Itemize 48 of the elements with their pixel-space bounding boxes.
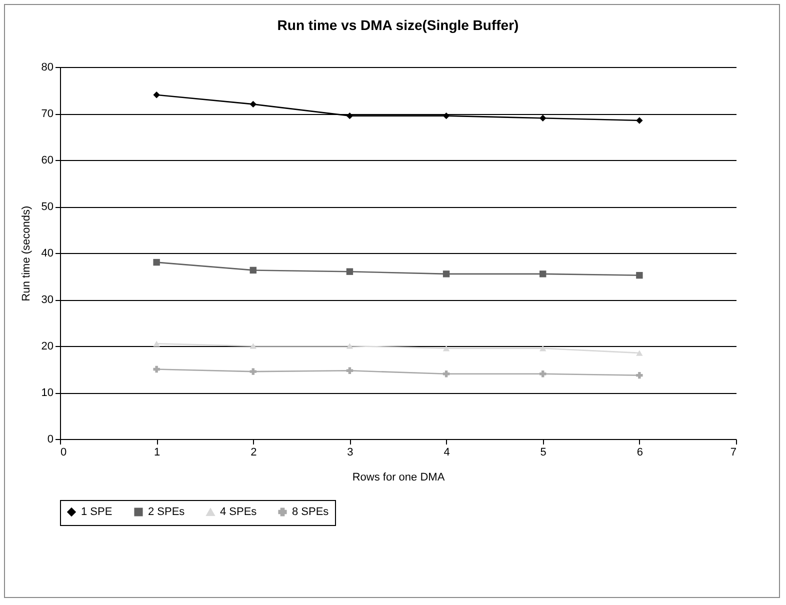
x-tick-label: 7 bbox=[730, 446, 736, 458]
point bbox=[540, 345, 546, 352]
point bbox=[442, 270, 450, 278]
point bbox=[153, 92, 160, 98]
y-tick-label: 20 bbox=[41, 340, 54, 352]
x-tick-label: 3 bbox=[347, 446, 354, 458]
y-axis-title: Run time (seconds) bbox=[20, 206, 32, 302]
point bbox=[153, 366, 160, 373]
chart-title: Run time vs DMA size(Single Buffer) bbox=[277, 17, 519, 33]
legend-label: 4 SPEs bbox=[220, 506, 258, 518]
y-tick-label: 30 bbox=[41, 294, 54, 306]
y-tick-label: 0 bbox=[47, 434, 54, 446]
x-tick-label: 6 bbox=[636, 446, 643, 458]
point bbox=[346, 343, 354, 349]
point bbox=[442, 370, 450, 378]
point bbox=[346, 268, 354, 275]
x-tick-label: 2 bbox=[250, 446, 257, 458]
x-tick-label: 4 bbox=[444, 446, 450, 458]
point bbox=[153, 340, 160, 347]
point bbox=[250, 266, 256, 274]
x-axis-title: Rows for one DMA bbox=[352, 472, 446, 484]
legend-label: 1 SPE bbox=[81, 506, 112, 518]
y-tick-label: 60 bbox=[41, 154, 54, 166]
point bbox=[346, 112, 354, 120]
y-tick-label: 70 bbox=[41, 108, 54, 120]
x-tick-label: 1 bbox=[154, 446, 160, 458]
point bbox=[636, 350, 643, 356]
point bbox=[636, 372, 643, 379]
point bbox=[346, 367, 354, 374]
y-tick-label: 10 bbox=[41, 387, 54, 399]
point bbox=[250, 343, 256, 349]
x-tick-label: 5 bbox=[540, 446, 546, 458]
point bbox=[250, 100, 256, 108]
point bbox=[540, 270, 546, 278]
y-tick-label: 40 bbox=[41, 248, 54, 260]
point bbox=[540, 370, 546, 378]
point bbox=[540, 114, 546, 122]
legend-label: 2 SPEs bbox=[148, 506, 186, 518]
legend-label: 8 SPEs bbox=[292, 506, 330, 518]
point bbox=[442, 345, 450, 352]
y-tick-label: 50 bbox=[41, 201, 54, 213]
point bbox=[153, 258, 160, 266]
point bbox=[636, 117, 643, 124]
y-tick-label: 80 bbox=[41, 62, 54, 74]
point bbox=[636, 272, 643, 279]
point bbox=[442, 112, 450, 120]
point bbox=[250, 368, 256, 375]
x-tick-label: 0 bbox=[60, 446, 67, 458]
